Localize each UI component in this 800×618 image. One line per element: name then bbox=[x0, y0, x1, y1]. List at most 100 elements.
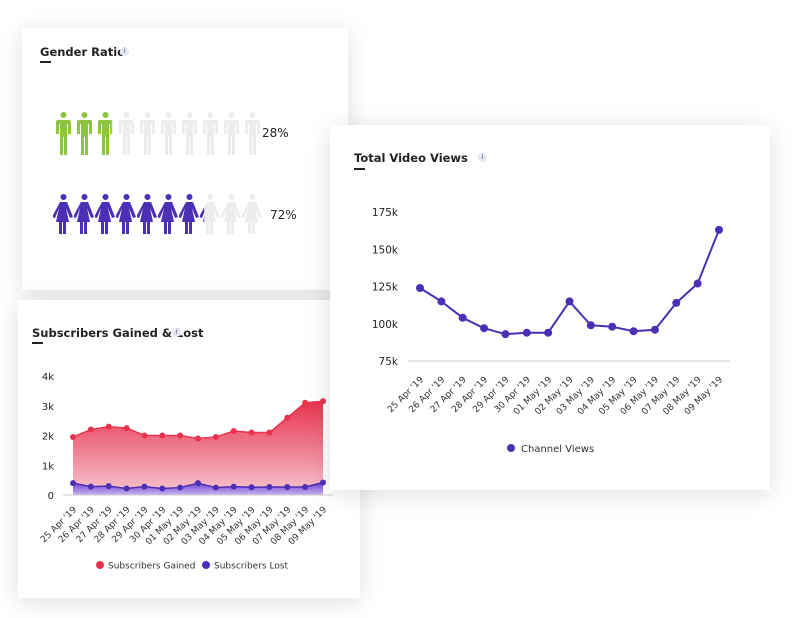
female-icon bbox=[94, 194, 115, 234]
y-tick-label: 1k bbox=[42, 461, 54, 472]
data-point bbox=[302, 483, 309, 490]
card-title: Total Video Views bbox=[354, 151, 468, 165]
male-icon bbox=[56, 112, 71, 155]
male-icon-empty bbox=[203, 112, 218, 155]
info-icon[interactable]: i bbox=[120, 47, 129, 56]
data-point bbox=[522, 328, 531, 337]
female-icon bbox=[115, 194, 136, 234]
data-point bbox=[608, 322, 617, 331]
male-icon-empty bbox=[224, 112, 239, 155]
data-point bbox=[266, 483, 273, 490]
data-point bbox=[105, 483, 112, 490]
male-icon bbox=[98, 112, 113, 155]
data-point bbox=[458, 313, 467, 322]
data-point bbox=[212, 433, 219, 440]
data-point bbox=[177, 432, 184, 439]
female-icon-filled bbox=[74, 194, 94, 234]
female-icon-filled bbox=[200, 207, 205, 222]
data-point bbox=[629, 327, 638, 336]
male-icon bbox=[203, 112, 218, 155]
data-point bbox=[87, 483, 94, 490]
female-icon bbox=[178, 194, 199, 234]
y-tick-label: 100k bbox=[372, 319, 399, 331]
data-point bbox=[159, 485, 166, 492]
data-point bbox=[195, 435, 201, 442]
video-views-card: Total Video Views i 75k 100k 125k 150k 175k 2… bbox=[330, 125, 770, 490]
female-icon-filled bbox=[95, 194, 115, 234]
female-icon bbox=[52, 194, 73, 234]
male-icon-empty bbox=[140, 112, 155, 155]
data-point bbox=[302, 399, 309, 406]
male-icon bbox=[161, 112, 176, 155]
data-point bbox=[177, 484, 184, 491]
info-icon[interactable]: i bbox=[172, 328, 181, 337]
male-icon-empty bbox=[119, 112, 134, 155]
legend-marker bbox=[507, 444, 515, 452]
series-area bbox=[73, 401, 323, 495]
y-tick-label: 75k bbox=[379, 356, 399, 368]
data-point bbox=[105, 423, 112, 430]
male-icon-filled bbox=[98, 112, 112, 155]
series-area bbox=[73, 482, 323, 495]
data-point bbox=[230, 483, 237, 490]
female-icon-empty bbox=[199, 194, 220, 234]
data-point bbox=[195, 480, 201, 487]
data-point bbox=[159, 432, 166, 439]
female-icon-empty bbox=[220, 194, 241, 234]
female-icon-filled bbox=[137, 194, 157, 234]
data-point bbox=[212, 484, 219, 491]
female-icon-filled bbox=[179, 194, 199, 234]
male-icon bbox=[77, 112, 92, 155]
y-tick-label: 3k bbox=[42, 402, 54, 413]
data-point bbox=[70, 480, 76, 487]
female-icon-filled bbox=[53, 194, 73, 234]
male-icon-empty bbox=[245, 112, 260, 155]
data-point bbox=[565, 297, 574, 306]
legend-label: Channel Views bbox=[521, 444, 594, 455]
data-point bbox=[266, 429, 273, 436]
male-icon-filled bbox=[56, 112, 71, 155]
data-point bbox=[87, 426, 94, 433]
male-percent: 28% bbox=[262, 126, 289, 140]
female-icon bbox=[136, 194, 157, 234]
female-icon bbox=[241, 194, 262, 234]
card-title: Subscribers Gained & Lost bbox=[32, 326, 204, 340]
legend-label: Subscribers Lost bbox=[214, 562, 289, 572]
male-icon bbox=[224, 112, 239, 155]
data-point bbox=[693, 279, 702, 288]
data-point bbox=[586, 321, 595, 330]
female-icon bbox=[73, 194, 94, 234]
female-percent: 72% bbox=[270, 208, 297, 222]
male-icon-empty bbox=[161, 112, 176, 155]
info-icon[interactable]: i bbox=[478, 153, 487, 162]
data-point bbox=[123, 425, 130, 432]
data-point bbox=[480, 324, 489, 333]
data-point bbox=[544, 328, 553, 337]
data-point bbox=[320, 398, 326, 405]
data-point bbox=[416, 283, 424, 292]
gender-icons bbox=[52, 112, 262, 234]
female-icon bbox=[220, 194, 241, 234]
male-icon bbox=[245, 112, 260, 155]
data-point bbox=[248, 429, 255, 436]
y-tick-label: 4k bbox=[42, 372, 54, 383]
female-icon-empty bbox=[241, 194, 262, 234]
data-point bbox=[715, 225, 723, 234]
data-point bbox=[141, 483, 148, 490]
male-icon bbox=[119, 112, 134, 155]
data-point bbox=[141, 432, 148, 439]
data-point bbox=[284, 414, 291, 421]
card-title: Gender Ratio bbox=[40, 45, 126, 59]
data-point bbox=[672, 298, 681, 307]
female-icon bbox=[199, 194, 220, 234]
legend-label: Subscribers Gained bbox=[108, 562, 195, 572]
y-tick-label: 125k bbox=[372, 282, 399, 294]
male-icon-empty bbox=[182, 112, 197, 155]
female-icon-filled bbox=[116, 194, 136, 234]
female-icon bbox=[157, 194, 178, 234]
y-tick-label: 150k bbox=[372, 244, 399, 256]
male-icon bbox=[140, 112, 155, 155]
y-tick-label: 2k bbox=[42, 432, 54, 443]
